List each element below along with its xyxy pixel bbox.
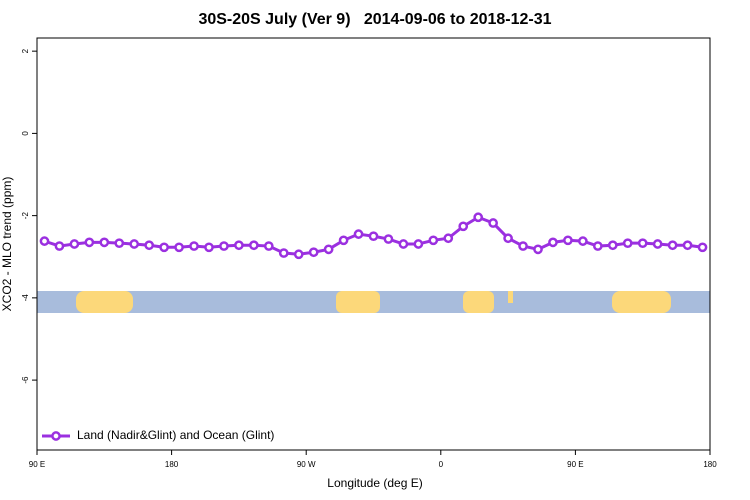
data-point: [443, 233, 454, 244]
data-point: [368, 231, 379, 242]
data-point: [114, 238, 125, 249]
data-point: [503, 233, 513, 244]
data-point: [174, 242, 184, 253]
data-point: [667, 240, 678, 251]
data-point: [458, 221, 469, 232]
data-point: [129, 239, 140, 249]
data-point: [234, 240, 244, 251]
data-point: [99, 237, 110, 248]
x-tick-label: 90 E: [29, 460, 45, 469]
y-tick-label: -2: [21, 212, 30, 220]
data-point: [69, 239, 80, 249]
data-point: [682, 240, 693, 251]
data-point: [697, 242, 708, 253]
data-point: [637, 238, 648, 249]
x-tick-label: 180: [703, 460, 717, 469]
data-point: [607, 240, 618, 251]
data-point: [278, 248, 289, 258]
y-axis-label: XCO2 - MLO trend (ppm): [0, 177, 14, 312]
data-point: [159, 242, 169, 253]
x-tick-label: 180: [165, 460, 179, 469]
data-point: [622, 238, 633, 249]
data-point: [428, 235, 439, 246]
data-point: [383, 234, 394, 244]
data-point: [488, 218, 498, 228]
data-point: [652, 239, 663, 249]
data-point: [189, 241, 199, 251]
data-point: [338, 235, 349, 246]
data-point: [219, 241, 229, 251]
data-point: [204, 242, 214, 253]
chart-title: 30S-20S July (Ver 9) 2014-09-06 to 2018-…: [198, 11, 551, 28]
data-point: [249, 240, 259, 251]
data-point: [293, 249, 304, 260]
y-tick-label: 2: [21, 48, 30, 53]
data-point: [353, 229, 364, 239]
x-tick-label: 90 W: [297, 460, 316, 469]
data-point: [398, 239, 409, 249]
data-point: [39, 236, 50, 246]
data-point: [592, 241, 603, 251]
legend-marker: [51, 431, 61, 441]
data-point: [533, 244, 543, 255]
data-point: [144, 240, 155, 251]
y-tick-label: 0: [21, 131, 30, 136]
data-point: [473, 212, 484, 223]
data-point: [308, 247, 319, 258]
x-axis-label: Longitude (deg E): [327, 476, 422, 490]
data-point: [563, 235, 573, 246]
land-ocean-strip: [37, 291, 710, 313]
x-tick-label: 0: [439, 460, 444, 469]
plot-frame: [36, 37, 711, 451]
data-point: [578, 236, 588, 246]
y-tick-label: -6: [21, 376, 30, 384]
data-point: [323, 244, 334, 255]
data-point: [54, 241, 65, 251]
data-point: [84, 237, 95, 248]
data-point: [413, 239, 424, 249]
legend-label: Land (Nadir&Glint) and Ocean (Glint): [77, 428, 274, 442]
data-point: [518, 241, 528, 251]
x-tick-label: 90 E: [567, 460, 583, 469]
data-point: [548, 237, 558, 248]
y-tick-label: -4: [21, 294, 30, 302]
data-point: [263, 241, 274, 251]
